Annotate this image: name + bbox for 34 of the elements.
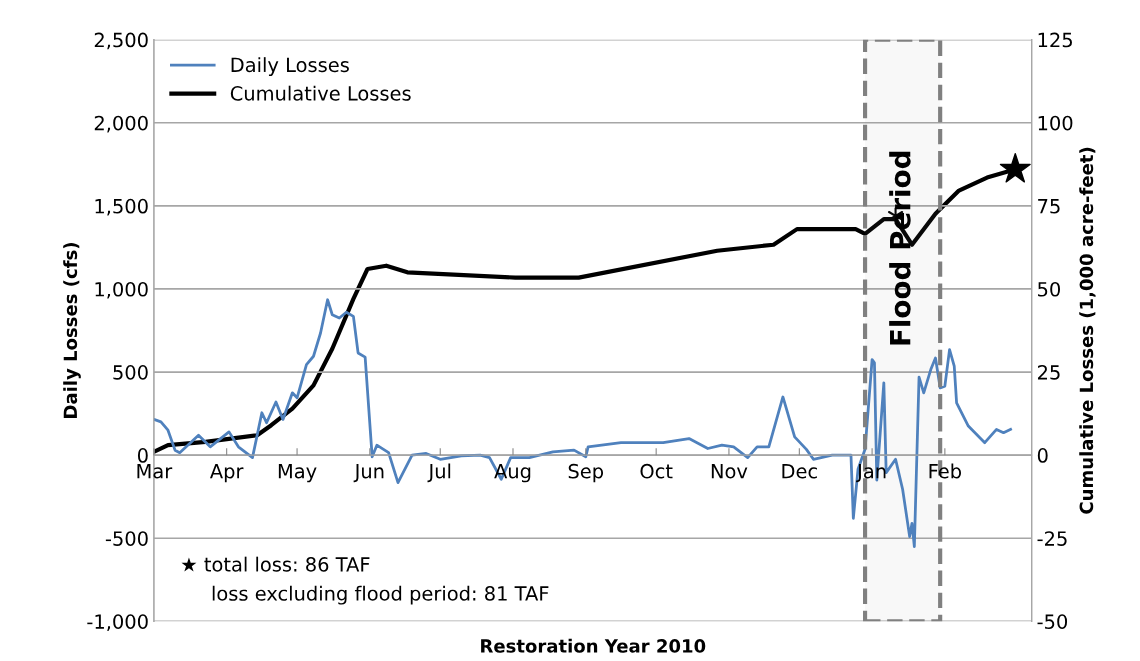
legend-label: Cumulative Losses [230,85,411,101]
y2-axis-title: Cumulative Losses (1,000 acre-feet) [1079,147,1096,514]
y-tick-label: 1,000 [95,281,148,299]
y2-tick-label: -50 [1037,614,1068,629]
annotation: loss excluding flood period: 81 TAF [212,585,549,605]
y2-tick-label: 75 [1038,199,1060,214]
y2-tick-label: 50 [1038,281,1061,297]
x-tick-label: Oct [640,463,673,479]
y2-tick-label: -25 [1037,531,1067,546]
y-tick-label: -500 [105,531,148,546]
legend-label: Daily Losses [231,57,349,76]
x-axis-title: Restoration Year 2010 [481,638,706,653]
y2-tick-label: 100 [1038,115,1073,131]
x-tick-label: Feb [929,463,962,479]
x-tick-label: Mar [137,464,173,479]
x-tick-label: May [278,464,317,483]
x-tick-label: Dec [782,464,817,479]
x-tick-label: Apr [209,464,244,483]
y-tick-label: 500 [113,365,148,380]
x-tick-label: Jul [427,463,451,483]
y2-tick-label: 0 [1037,448,1048,463]
x-tick-label: Sep [568,463,604,483]
y-tick-label: 1,500 [95,198,148,216]
annotation: ★ total loss: 86 TAF [181,556,370,572]
y2-tick-label: 25 [1037,365,1060,380]
y-tick-label: 2,000 [94,115,148,133]
y-tick-label: 0 [137,448,148,463]
x-tick-label: Nov [711,464,748,479]
y-tick-label: -1,000 [87,614,148,631]
band-label: Flood Period [889,151,911,345]
y-tick-label: 2,500 [94,32,148,50]
y2-tick-label: 125 [1038,32,1072,48]
y-axis-title: Daily Losses (cfs) [63,243,81,418]
x-tick-label: Jun [353,464,384,483]
